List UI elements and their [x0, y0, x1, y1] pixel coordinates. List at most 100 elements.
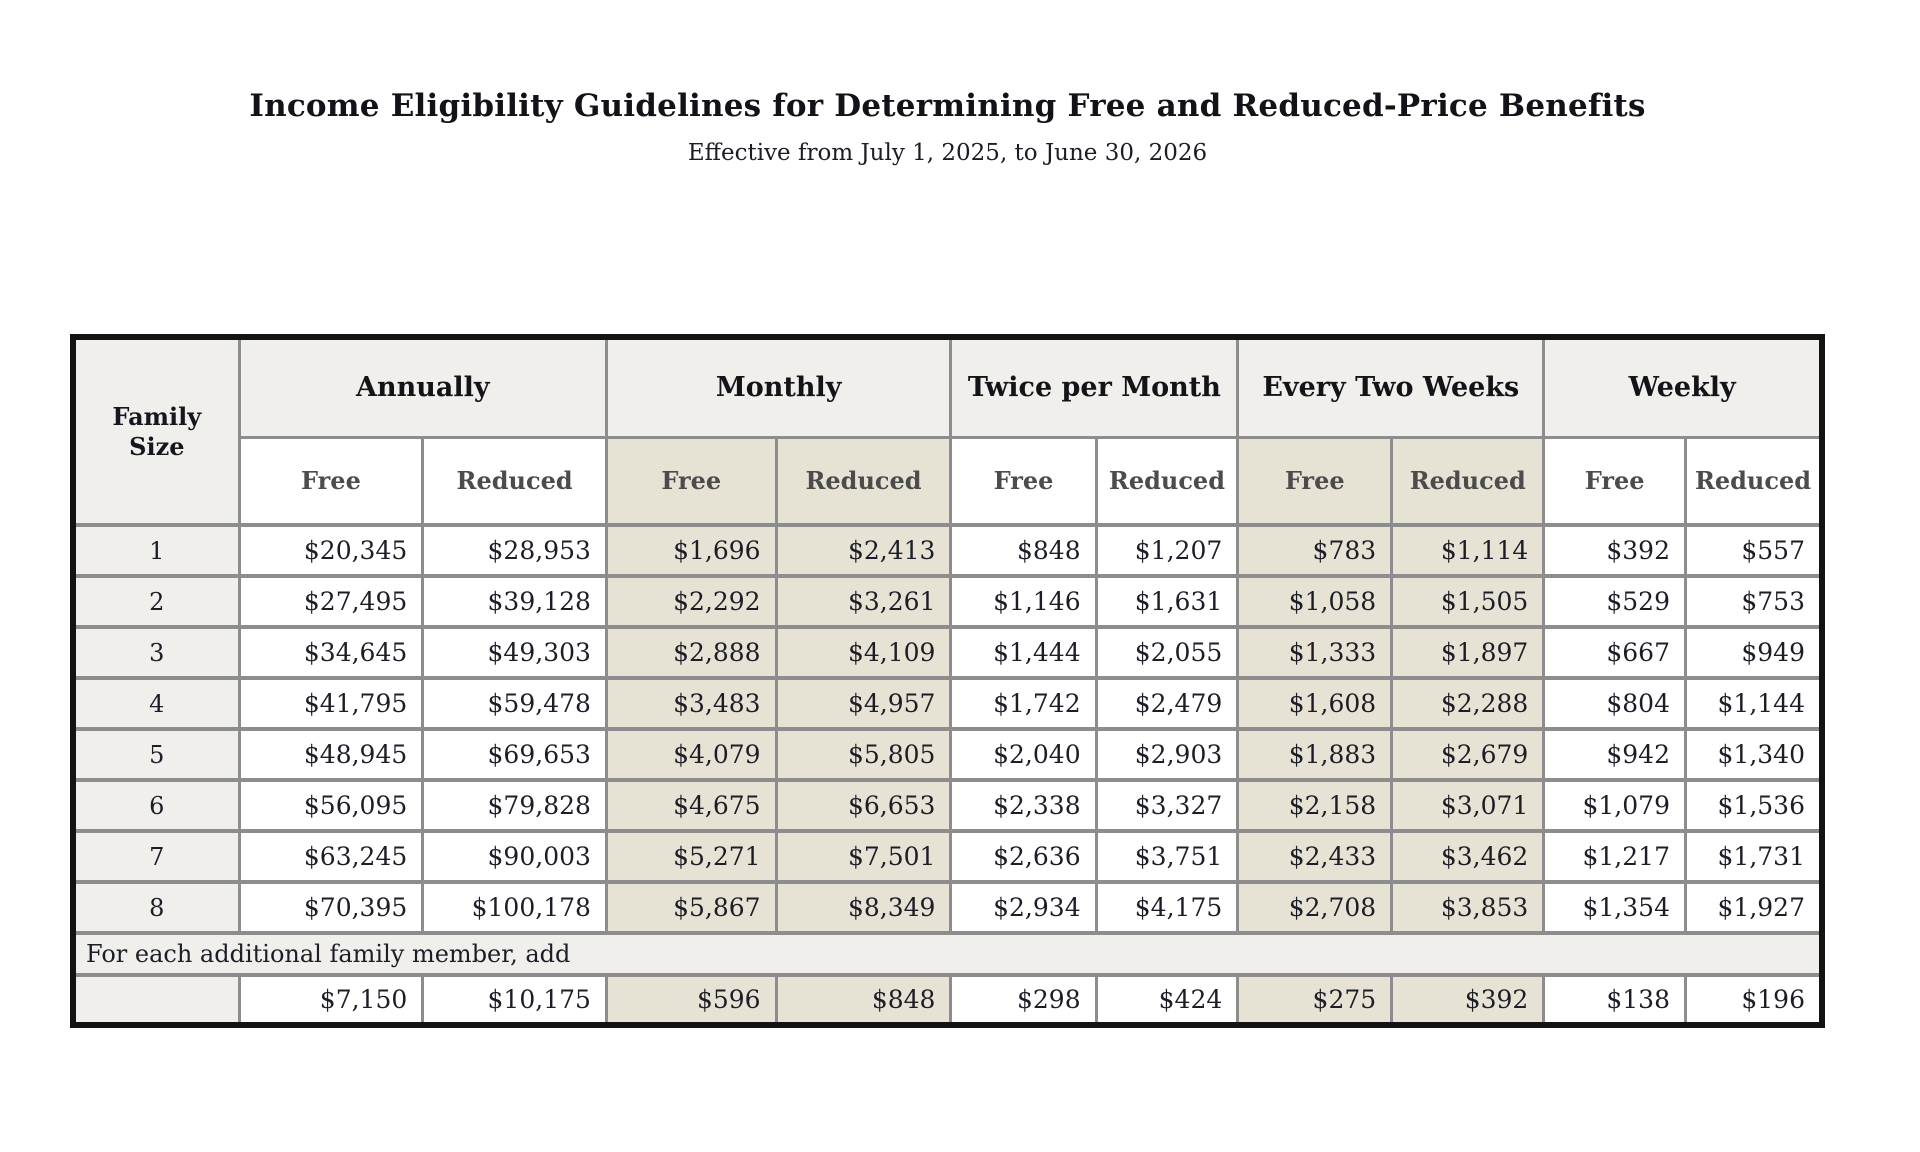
subheader-every-two-weeks-free: Free [1236, 435, 1394, 527]
group-header-weekly: Weekly [1542, 335, 1824, 439]
value-cell: $39,128 [421, 574, 608, 629]
value-cell: $5,867 [604, 880, 778, 935]
table-row: 3 $34,645 $49,303 $2,888 $4,109 $1,444 $2,055 $… [71, 625, 1824, 680]
value-cell: $2,479 [1094, 676, 1240, 731]
subheader-twice-per-month-free: Free [949, 435, 1098, 527]
value-cell: $4,957 [774, 676, 953, 731]
value-cell: $34,645 [237, 625, 425, 680]
value-cell: $2,413 [774, 523, 953, 578]
value-cell: $804 [1542, 676, 1687, 731]
value-cell: $557 [1683, 523, 1824, 578]
group-header-monthly: Monthly [604, 335, 953, 439]
value-cell: $1,927 [1683, 880, 1824, 935]
subheader-row: Free Reduced Free Reduced Free Reduced F… [73, 435, 1824, 527]
group-header-annually: Annually [237, 335, 608, 439]
value-cell: $2,055 [1094, 625, 1240, 680]
value-cell: $1,536 [1683, 778, 1824, 833]
family-size-cell: 7 [71, 829, 241, 884]
value-cell: $3,853 [1390, 880, 1546, 935]
value-cell: $596 [604, 973, 778, 1027]
subheader-twice-per-month-reduced: Reduced [1094, 435, 1240, 527]
value-cell: $3,751 [1094, 829, 1240, 884]
subheader-monthly-reduced: Reduced [774, 435, 953, 527]
subheader-every-two-weeks-reduced: Reduced [1390, 435, 1546, 527]
value-cell: $949 [1683, 625, 1824, 680]
value-cell: $2,708 [1236, 880, 1394, 935]
table-row: 5 $48,945 $69,653 $4,079 $5,805 $2,040 $2,903 $… [71, 727, 1824, 782]
value-cell: $20,345 [237, 523, 425, 578]
value-cell: $2,903 [1094, 727, 1240, 782]
value-cell: $392 [1390, 973, 1546, 1027]
family-size-cell: 4 [71, 676, 241, 731]
additional-member-row: $7,150 $10,175 $596 $848 $298 $424 $275 $392 $13… [71, 973, 1824, 1027]
value-cell: $48,945 [237, 727, 425, 782]
subheader-annually-free: Free [237, 435, 425, 527]
group-header-row: Family Size Annually Monthly Twice per M… [71, 335, 1824, 527]
value-cell: $2,888 [604, 625, 778, 680]
value-cell: $1,608 [1236, 676, 1394, 731]
value-cell: $1,333 [1236, 625, 1394, 680]
value-cell: $69,653 [421, 727, 608, 782]
value-cell: $2,433 [1236, 829, 1394, 884]
value-cell: $28,953 [421, 523, 608, 578]
additional-member-note: For each additional family member, add [71, 931, 1824, 977]
value-cell: $4,175 [1094, 880, 1240, 935]
value-cell: $2,158 [1236, 778, 1394, 833]
value-cell: $848 [949, 523, 1098, 578]
value-cell: $59,478 [421, 676, 608, 731]
value-cell: $667 [1542, 625, 1687, 680]
value-cell: $56,095 [237, 778, 425, 833]
value-cell: $4,675 [604, 778, 778, 833]
subheader-monthly-free: Free [604, 435, 778, 527]
value-cell: $848 [774, 973, 953, 1027]
page-title: Income Eligibility Guidelines for Determ… [249, 88, 1646, 124]
value-cell: $4,109 [774, 625, 953, 680]
page-subtitle: Effective from July 1, 2025, to June 30,… [687, 140, 1208, 166]
value-cell: $2,040 [949, 727, 1098, 782]
value-cell: $7,150 [237, 973, 425, 1027]
value-cell: $1,505 [1390, 574, 1546, 629]
family-size-cell: 8 [71, 880, 241, 935]
value-cell: $27,495 [237, 574, 425, 629]
family-size-header: Family Size [71, 335, 241, 527]
value-cell: $10,175 [421, 973, 608, 1027]
value-cell: $1,696 [604, 523, 778, 578]
family-size-cell: 2 [71, 574, 241, 629]
value-cell: $392 [1542, 523, 1687, 578]
income-eligibility-table: Family Size Annually Monthly Twice per M… [70, 334, 1825, 1028]
value-cell: $3,462 [1390, 829, 1546, 884]
value-cell: $63,245 [237, 829, 425, 884]
subheader-weekly-reduced: Reduced [1683, 435, 1824, 527]
table-row: 2 $27,495 $39,128 $2,292 $3,261 $1,146 $1,631 $… [71, 574, 1824, 629]
table-row: 4 $41,795 $59,478 $3,483 $4,957 $1,742 $2,479 $… [71, 676, 1824, 731]
value-cell: $1,631 [1094, 574, 1240, 629]
value-cell: $298 [949, 973, 1098, 1027]
value-cell: $1,340 [1683, 727, 1824, 782]
value-cell: $1,897 [1390, 625, 1546, 680]
value-cell: $3,261 [774, 574, 953, 629]
value-cell: $2,934 [949, 880, 1098, 935]
table-row: 8 $70,395 $100,178 $5,867 $8,349 $2,934 $4,175… [71, 880, 1824, 935]
group-header-twice-per-month: Twice per Month [949, 335, 1240, 439]
value-cell: $6,653 [774, 778, 953, 833]
value-cell: $1,742 [949, 676, 1098, 731]
value-cell: $7,501 [774, 829, 953, 884]
value-cell: $2,636 [949, 829, 1098, 884]
value-cell: $3,483 [604, 676, 778, 731]
value-cell: $138 [1542, 973, 1687, 1027]
value-cell: $4,079 [604, 727, 778, 782]
value-cell: $3,071 [1390, 778, 1546, 833]
value-cell: $49,303 [421, 625, 608, 680]
additional-member-note-row: For each additional family member, add [71, 931, 1824, 977]
value-cell: $1,731 [1683, 829, 1824, 884]
family-size-cell: 3 [71, 625, 241, 680]
value-cell: $5,805 [774, 727, 953, 782]
value-cell: $1,079 [1542, 778, 1687, 833]
value-cell: $196 [1683, 973, 1824, 1027]
value-cell: $275 [1236, 973, 1394, 1027]
table-row: 6 $56,095 $79,828 $4,675 $6,653 $2,338 $3,327 $… [71, 778, 1824, 833]
value-cell: $3,327 [1094, 778, 1240, 833]
value-cell: $1,058 [1236, 574, 1394, 629]
value-cell: $942 [1542, 727, 1687, 782]
value-cell: $90,003 [421, 829, 608, 884]
